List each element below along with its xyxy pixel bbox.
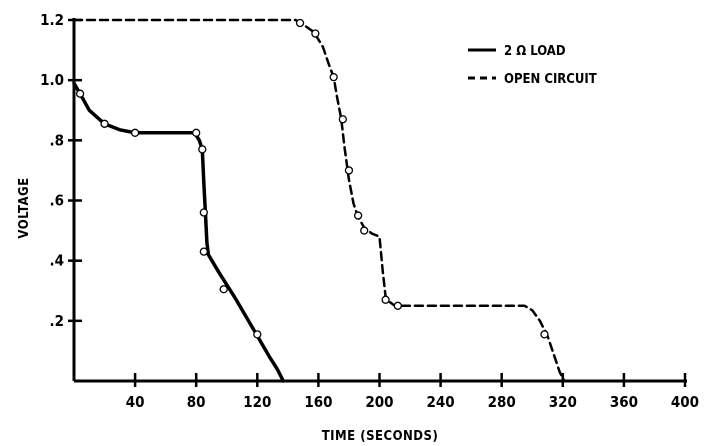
data-point-2-ohm-load — [192, 128, 201, 137]
data-point-2-ohm-load — [253, 330, 262, 339]
data-point-open-circuit — [338, 115, 347, 124]
data-point-2-ohm-load — [199, 208, 208, 217]
x-tick-label: 280 — [488, 393, 516, 411]
data-point-open-circuit — [540, 330, 549, 339]
x-tick-label: 240 — [427, 393, 455, 411]
data-point-open-circuit — [393, 301, 402, 310]
y-tick-label: .2 — [49, 312, 64, 330]
legend-label-open-circuit: OPEN CIRCUIT — [504, 72, 597, 87]
data-point-2-ohm-load — [199, 247, 208, 256]
data-point-2-ohm-load — [100, 119, 109, 128]
y-axis-title: VOLTAGE — [17, 177, 32, 238]
legend: 2 Ω LOAD OPEN CIRCUIT — [468, 44, 597, 87]
data-point-open-circuit — [311, 29, 320, 38]
x-tick-label: 200 — [365, 393, 393, 411]
series-layer — [72, 18, 566, 383]
x-tick-label: 80 — [187, 393, 206, 411]
legend-label-2-ohm-load: 2 Ω LOAD — [504, 44, 566, 59]
series-line-2-ohm-load — [72, 81, 286, 383]
series-line-open-circuit — [72, 18, 566, 383]
x-axis-ticks: 40 80 120 160 200 240 280 320 360 400 — [126, 373, 699, 411]
y-tick-label: .8 — [49, 131, 64, 149]
y-tick-label: .6 — [49, 192, 64, 210]
data-point-2-ohm-load — [219, 285, 228, 294]
data-point-2-ohm-load — [130, 128, 140, 137]
data-point-2-ohm-load — [75, 89, 85, 98]
y-tick-label: .4 — [49, 252, 64, 270]
data-point-open-circuit — [295, 18, 305, 28]
data-point-open-circuit — [353, 211, 363, 220]
data-point-open-circuit — [360, 226, 369, 235]
y-tick-label: 1.2 — [40, 11, 64, 29]
y-tick-label: 1.0 — [40, 71, 64, 89]
x-tick-label: 40 — [126, 393, 145, 411]
x-tick-label: 360 — [610, 393, 638, 411]
data-point-open-circuit — [381, 295, 390, 304]
data-point-open-circuit — [329, 73, 338, 82]
x-axis-title: TIME (SECONDS) — [322, 429, 439, 444]
x-tick-label: 320 — [549, 393, 577, 411]
marker-layer — [75, 18, 549, 339]
data-point-open-circuit — [344, 166, 354, 175]
data-point-2-ohm-load — [198, 145, 207, 154]
x-tick-label: 400 — [671, 393, 699, 411]
x-tick-label: 120 — [243, 393, 271, 411]
y-axis-ticks: .2 .4 .6 .8 1.0 1.2 — [40, 11, 82, 330]
x-tick-label: 160 — [304, 393, 332, 411]
